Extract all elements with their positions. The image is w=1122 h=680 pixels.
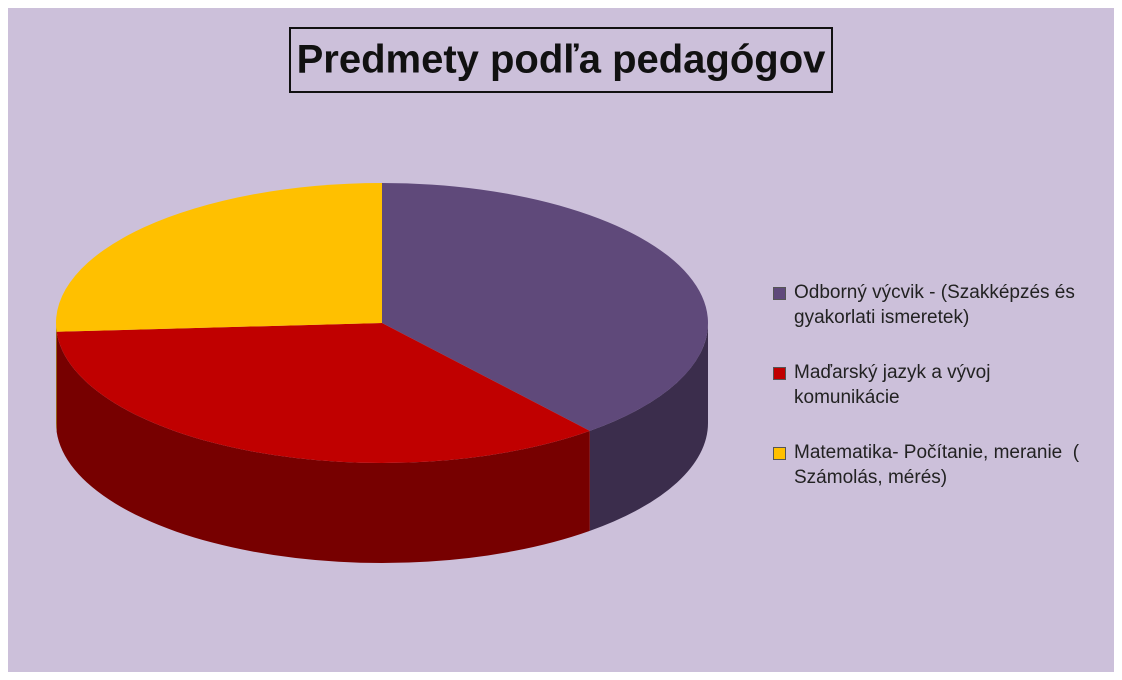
chart-title: Predmety podľa pedagógov [297, 38, 827, 82]
slice-side [56, 323, 57, 432]
title-box [289, 27, 833, 93]
pie-slice [382, 183, 708, 431]
pie-sides [56, 323, 708, 563]
slice-side [56, 331, 590, 563]
legend-item: Odborný výcvik - (Szakképzés és gyakorla… [770, 280, 1090, 330]
pie-tops [56, 183, 708, 463]
legend-item: Maďarský jazyk a vývoj komunikácie [770, 360, 1090, 410]
legend-swatch [773, 287, 786, 300]
pie-slice [56, 323, 590, 463]
legend-swatch [773, 367, 786, 380]
slice-side [589, 323, 708, 531]
legend-label: Maďarský jazyk a vývoj komunikácie [794, 362, 996, 408]
legend-label: Odborný výcvik - (Szakképzés és gyakorla… [794, 282, 1081, 328]
legend-label: Matematika- Počítanie, meranie ( Számolá… [794, 442, 1085, 488]
legend-swatch [773, 447, 786, 460]
legend-item: Matematika- Počítanie, meranie ( Számolá… [770, 440, 1090, 490]
legend: Odborný výcvik - (Szakképzés és gyakorla… [770, 280, 1090, 520]
pie-slice [56, 183, 382, 332]
